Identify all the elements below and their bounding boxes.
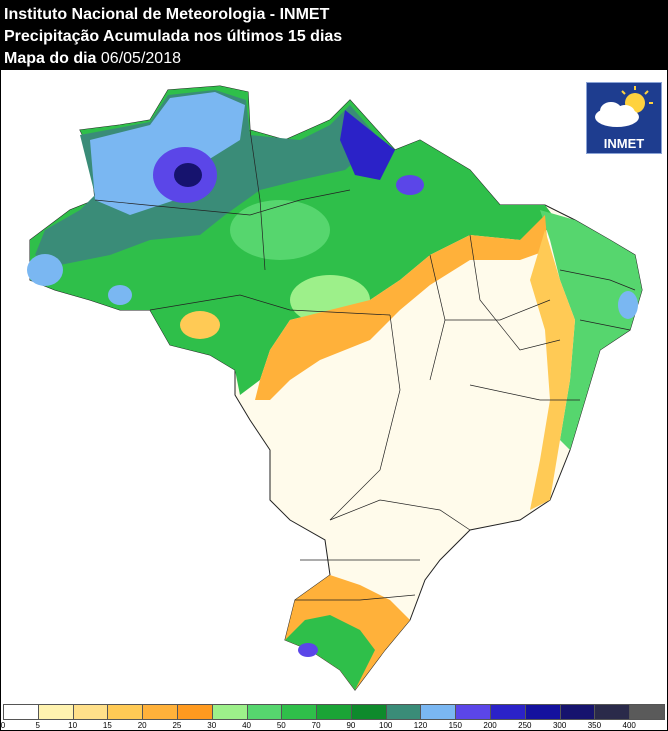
- legend-tick-label: 100: [378, 721, 393, 730]
- legend-swatch: [176, 704, 213, 720]
- legend-tick-label: 90: [346, 721, 356, 730]
- legend-swatch: [37, 704, 74, 720]
- legend-swatch: [524, 704, 561, 720]
- legend-tick-label: 200: [483, 721, 497, 730]
- legend-tick-label: 150: [448, 721, 462, 730]
- map-date-line: Mapa do dia 06/05/2018: [4, 50, 181, 68]
- legend-tick-label: 0: [0, 721, 6, 730]
- legend-tick-label: 300: [552, 721, 567, 730]
- map-date: 06/05/2018: [100, 50, 181, 67]
- map-subtitle: Precipitação Acumulada nos últimos 15 di…: [4, 28, 343, 45]
- rain-west-spot: [108, 285, 132, 305]
- legend-swatch: [211, 704, 248, 720]
- legend-swatch: [594, 704, 631, 720]
- legend-swatch: [3, 704, 39, 720]
- legend-swatch: [107, 704, 144, 720]
- legend-tick-label: 40: [242, 721, 251, 730]
- precipitation-legend: 0 5 10 15 20 25 30 40 50 70 90 100 120 150 200 250 300 35…: [0, 704, 668, 731]
- legend-tick-label: 400: [622, 721, 636, 730]
- legend-swatch: [490, 704, 526, 720]
- legend-tick-label: 350: [587, 721, 602, 730]
- legend-swatch: [455, 704, 492, 720]
- rain-northeast-blue: [618, 291, 638, 319]
- state-borders: [94, 129, 636, 601]
- brazil-precipitation-map: [27, 85, 643, 691]
- region-south-green: [285, 615, 375, 690]
- sun-cloud-icon: [595, 86, 653, 127]
- legend-swatch: [385, 704, 422, 720]
- rain-green-mid: [230, 200, 330, 260]
- spot-rondonia: [180, 311, 220, 339]
- region-northeast-coast: [540, 210, 642, 450]
- map-date-label: Mapa do dia: [4, 50, 97, 67]
- legend-tick-label: 5: [35, 721, 41, 730]
- region-amapa-blue: [340, 110, 395, 180]
- legend-swatch: [142, 704, 178, 720]
- legend-swatch: [350, 704, 387, 720]
- rain-west-blue: [27, 254, 63, 286]
- legend-tick-label: 50: [276, 721, 286, 730]
- legend-swatch: [246, 704, 283, 720]
- legend-tick-label: 20: [137, 721, 147, 730]
- legend-tick-label: 30: [207, 721, 217, 730]
- transition-east-orange: [530, 230, 575, 510]
- transition-band-orange: [255, 215, 548, 400]
- legend-swatch: [629, 704, 665, 720]
- rain-core-para: [396, 175, 424, 195]
- legend-swatch: [420, 704, 457, 720]
- legend-swatch: [72, 704, 109, 720]
- legend-tick-label: 15: [102, 721, 112, 730]
- legend-tick-label: 25: [172, 721, 182, 730]
- legend-tick-label: 250: [518, 721, 532, 730]
- legend-swatch: [281, 704, 318, 720]
- spot-south-blue: [298, 643, 318, 657]
- inmet-logo: INMET: [586, 82, 662, 154]
- legend-tick-label: 120: [413, 721, 428, 730]
- legend-swatch: [559, 704, 596, 720]
- legend-tick-label: 70: [311, 721, 321, 730]
- institute-title: Instituto Nacional de Meteorologia - INM…: [4, 6, 330, 23]
- legend-swatch: [316, 704, 352, 720]
- header-banner: Instituto Nacional de Meteorologia - INM…: [0, 0, 668, 70]
- logo-text: INMET: [603, 136, 645, 151]
- rain-core-amazonas-inner: [174, 163, 202, 187]
- legend-tick-label: 10: [68, 721, 78, 730]
